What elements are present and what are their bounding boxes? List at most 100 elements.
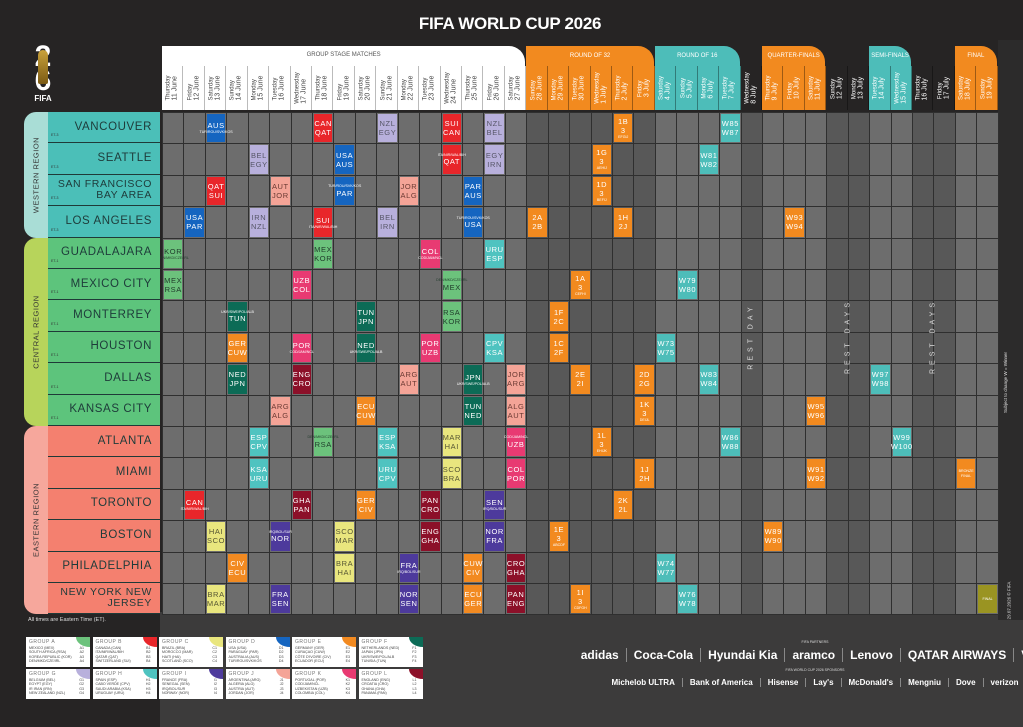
match-card[interactable]: W89 W90 — [764, 522, 783, 551]
match-card[interactable]: NZL BEL — [485, 114, 504, 143]
match-card[interactable]: W95 W96 — [806, 396, 826, 425]
match-card[interactable]: PAN ENG — [506, 585, 526, 614]
match-card[interactable]: FRA SEN — [271, 585, 290, 614]
match-card[interactable]: JPN UKR/SWE/POL/ALB — [457, 365, 490, 394]
match-card[interactable]: NOR FRA — [485, 522, 504, 551]
match-card[interactable]: QAT SUI — [206, 176, 226, 206]
match-card[interactable]: IRN NZL — [249, 208, 269, 237]
match-card[interactable]: TUR/ROU/SVK/KOS PAR — [328, 176, 361, 206]
match-card[interactable]: CIV ECU — [228, 553, 247, 582]
match-card[interactable]: FRA IRQ/BOL/SUR — [397, 553, 421, 582]
match-card[interactable]: 1E 3 ABCDF — [549, 522, 569, 551]
match-card[interactable]: ESP CPV — [249, 428, 269, 457]
match-card[interactable]: 1G 3 AEHIJ — [592, 145, 612, 174]
match-card[interactable]: AUT JOR — [271, 176, 290, 206]
match-card[interactable]: 2A 2B — [528, 208, 547, 237]
match-card[interactable]: SUI CAN — [442, 114, 461, 143]
match-card[interactable]: 1C 2F — [549, 333, 569, 363]
match-card[interactable]: NZL EGY — [378, 114, 397, 143]
match-card[interactable]: URU ESP — [485, 239, 504, 268]
match-card[interactable]: W93 W94 — [785, 208, 804, 237]
match-card[interactable]: 2E 2I — [571, 365, 590, 394]
match-card[interactable]: UZB COL — [292, 271, 311, 300]
match-card[interactable]: 1J 2H — [635, 459, 654, 488]
match-card[interactable]: 1F 2C — [549, 302, 569, 331]
match-card[interactable]: W91 W92 — [806, 459, 826, 488]
match-card[interactable]: PAR AUS — [464, 176, 483, 206]
match-card[interactable]: SCO MAR — [335, 522, 354, 551]
match-card[interactable]: JOR ALG — [399, 176, 419, 206]
match-card[interactable]: GER CIV — [356, 490, 376, 520]
match-card[interactable]: ECU GER — [464, 585, 483, 614]
match-card[interactable]: SUI ITA/NIR/WAL/BIH — [309, 208, 337, 237]
match-card[interactable]: POR UZB — [421, 333, 440, 363]
match-card[interactable]: USA PAR — [185, 208, 204, 237]
match-card[interactable]: COD/JAM/NCL UZB — [504, 428, 528, 457]
match-card[interactable]: 2K 2L — [614, 490, 633, 520]
match-card[interactable]: W73 W75 — [656, 333, 676, 363]
match-card[interactable]: W85 W87 — [721, 114, 740, 143]
match-card[interactable]: BRONZE FINAL — [956, 459, 976, 488]
match-card[interactable]: HAI SCO — [206, 522, 226, 551]
match-card[interactable]: UKR/SWE/POL/ALB TUN — [221, 302, 254, 331]
match-card[interactable]: AUS TUR/ROU/SVK/KOS — [200, 114, 233, 143]
match-card[interactable]: W99 W100 — [891, 428, 912, 457]
match-card[interactable]: POR COD/JAM/NCL — [290, 333, 314, 363]
match-card[interactable]: ENG CRO — [293, 365, 311, 394]
match-card[interactable]: TUN NED — [464, 396, 483, 425]
match-card[interactable]: W97 W98 — [871, 365, 890, 394]
match-card[interactable]: ESP KSA — [378, 428, 397, 457]
match-card[interactable]: 1L 3 EHIJK — [592, 428, 612, 457]
match-card[interactable]: COL COD/JAM/NCL — [418, 239, 443, 268]
match-card[interactable]: SEN IRQ/BOL/SUR — [483, 490, 506, 520]
match-card[interactable]: ITA/NIR/WAL/BIH QAT — [438, 145, 466, 174]
match-card[interactable]: KSA URU — [249, 459, 269, 488]
match-card[interactable]: W76 W78 — [678, 585, 697, 614]
match-card[interactable]: TUR/ROU/SVK/KOS USA — [457, 208, 490, 237]
match-card[interactable]: CRO GHA — [507, 553, 526, 582]
match-card[interactable]: RSA KOR — [442, 302, 461, 331]
match-card[interactable]: SCO BRA — [442, 459, 461, 488]
match-card[interactable]: NOR SEN — [400, 585, 419, 614]
match-card[interactable]: USA AUS — [335, 145, 354, 174]
match-card[interactable]: W79 W80 — [678, 271, 697, 300]
match-card[interactable]: COL POR — [506, 459, 526, 488]
match-card[interactable]: 1B 3 EFGIJ — [614, 114, 633, 143]
match-card[interactable]: FINAL — [978, 585, 997, 614]
match-card[interactable]: CAN QAT — [314, 114, 333, 143]
match-card[interactable]: PAN CRO — [421, 490, 440, 520]
match-card[interactable]: MAR HAI — [443, 428, 461, 457]
match-card[interactable]: W86 W88 — [721, 428, 740, 457]
match-card[interactable]: CUW CIV — [463, 553, 483, 582]
match-card[interactable]: JOR ARG — [506, 365, 526, 394]
match-card[interactable]: 1I 3 CDFGH — [571, 585, 590, 614]
match-card[interactable]: 1H 2J — [614, 208, 633, 237]
match-card[interactable]: GER CUW — [228, 333, 247, 363]
match-card[interactable]: URU CPV — [378, 459, 397, 488]
match-card[interactable]: 1D 3 BEFIJ — [592, 176, 612, 206]
match-card[interactable]: ARG ALG — [271, 396, 290, 425]
match-card[interactable]: BEL EGY — [249, 145, 269, 174]
match-card[interactable]: ECU CUW — [356, 396, 375, 425]
match-card[interactable]: 2D 2G — [635, 365, 654, 394]
match-card[interactable]: 1A 3 CEFHI — [571, 271, 590, 300]
match-card[interactable]: W74 W77 — [656, 553, 676, 582]
match-card[interactable]: KOR DEN/MKD/CZE/IRL — [158, 239, 189, 268]
match-card[interactable]: ARG AUT — [399, 365, 419, 394]
match-card[interactable]: TUN JPN — [356, 302, 376, 331]
match-card[interactable]: GHA PAN — [292, 490, 311, 520]
match-card[interactable]: NED JPN — [228, 365, 247, 394]
match-card[interactable]: ENG GHA — [421, 522, 440, 551]
match-card[interactable]: BRA HAI — [335, 553, 354, 582]
match-card[interactable]: BRA MAR — [207, 585, 226, 614]
match-card[interactable]: CPV KSA — [485, 333, 504, 363]
match-card[interactable]: BEL IRN — [378, 208, 397, 237]
match-card[interactable]: EGY IRN — [485, 145, 504, 174]
match-card[interactable]: DEN/MKD/CZE/IRL MEX — [436, 271, 467, 300]
match-card[interactable]: NED UKR/SWE/POL/ALB — [350, 333, 382, 363]
match-card[interactable]: 1K 3 DEIJL — [635, 396, 654, 425]
match-card[interactable]: CAN ITA/NIR/WAL/BIH — [181, 490, 209, 520]
match-card[interactable]: DEN/MKD/CZE/IRL RSA — [308, 428, 339, 457]
match-card[interactable]: IRQ/BOL/SUR NOR — [269, 522, 292, 551]
match-card[interactable]: W83 W84 — [699, 365, 719, 394]
